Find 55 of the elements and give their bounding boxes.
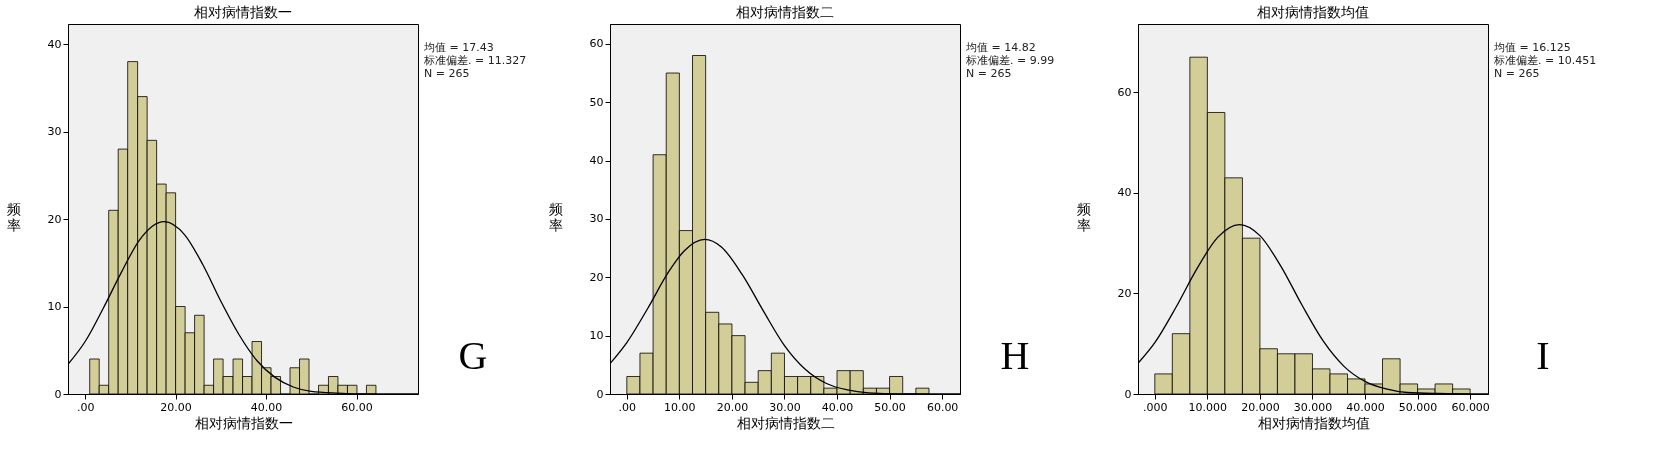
y-tick-label: 40 bbox=[1117, 186, 1132, 200]
y-tick-label: 40 bbox=[589, 154, 604, 168]
x-tick-label: 20.00 bbox=[160, 400, 192, 414]
text: G bbox=[458, 333, 488, 378]
y-tick-label: 40 bbox=[47, 37, 62, 51]
x-tick-label: 30.00 bbox=[769, 400, 801, 414]
x-tick-label: 50.00 bbox=[874, 400, 906, 414]
x-tick-label: 50.000 bbox=[1398, 400, 1438, 414]
text: 标准偏差. = 11.327 bbox=[423, 54, 527, 67]
y-tick-label: 10 bbox=[47, 300, 62, 314]
x-axis-title: 相对病情指数均值 bbox=[1257, 414, 1370, 431]
y-tick-label: 60 bbox=[589, 37, 604, 51]
y-tick-label: 30 bbox=[47, 125, 62, 139]
chart-title: 相对病情指数二 bbox=[736, 4, 834, 20]
x-tick-label: 60.00 bbox=[341, 400, 373, 414]
y-tick-label: 0 bbox=[54, 387, 62, 401]
x-tick-label: 10.00 bbox=[664, 400, 696, 414]
chart-title: 相对病情指数一 bbox=[194, 4, 292, 20]
y-axis-title: 频率 bbox=[548, 200, 563, 233]
text: N = 265 bbox=[966, 67, 1012, 80]
y-tick-label: 10 bbox=[589, 329, 604, 343]
x-axis-title: 相对病情指数二 bbox=[736, 414, 835, 431]
y-tick-label: 20 bbox=[47, 212, 62, 226]
y-axis-title: 频率 bbox=[1076, 200, 1091, 233]
text: 均值 = 14.82 bbox=[965, 41, 1036, 54]
y-tick-label: 30 bbox=[589, 212, 604, 226]
text: N = 265 bbox=[1494, 67, 1540, 80]
text: 标准偏差. = 9.99 bbox=[965, 54, 1055, 67]
text: 标准偏差. = 10.451 bbox=[1493, 54, 1597, 67]
x-tick-label: 40.000 bbox=[1346, 400, 1385, 414]
x-tick-label: 10.000 bbox=[1188, 400, 1228, 414]
x-tick-label: .000 bbox=[1143, 400, 1168, 414]
x-axis-title: 相对病情指数一 bbox=[194, 414, 293, 431]
y-tick-label: 50 bbox=[589, 95, 604, 109]
x-tick-label: .00 bbox=[76, 400, 95, 414]
x-tick-label: 40.00 bbox=[821, 400, 854, 414]
chart-title: 相对病情指数均值 bbox=[1257, 4, 1369, 20]
text: H bbox=[1000, 333, 1030, 378]
x-tick-label: 40.00 bbox=[250, 400, 283, 414]
text: I bbox=[1536, 333, 1550, 378]
y-tick-label: 60 bbox=[1117, 85, 1132, 99]
x-tick-label: 20.00 bbox=[716, 400, 749, 414]
text: 均值 = 16.125 bbox=[1493, 41, 1571, 54]
text: N = 265 bbox=[424, 67, 470, 80]
y-axis-title: 频率 bbox=[6, 200, 21, 233]
x-tick-label: 20.000 bbox=[1241, 400, 1280, 414]
text: 均值 = 17.43 bbox=[423, 41, 494, 54]
y-tick-label: 20 bbox=[1117, 286, 1132, 300]
y-tick-label: 0 bbox=[596, 387, 604, 401]
y-tick-label: 0 bbox=[1124, 387, 1132, 401]
x-tick-label: .00 bbox=[618, 400, 637, 414]
x-tick-label: 30.000 bbox=[1293, 400, 1333, 414]
y-tick-label: 20 bbox=[589, 270, 604, 284]
x-tick-label: 60.000 bbox=[1451, 400, 1490, 414]
x-tick-label: 60.00 bbox=[926, 400, 959, 414]
